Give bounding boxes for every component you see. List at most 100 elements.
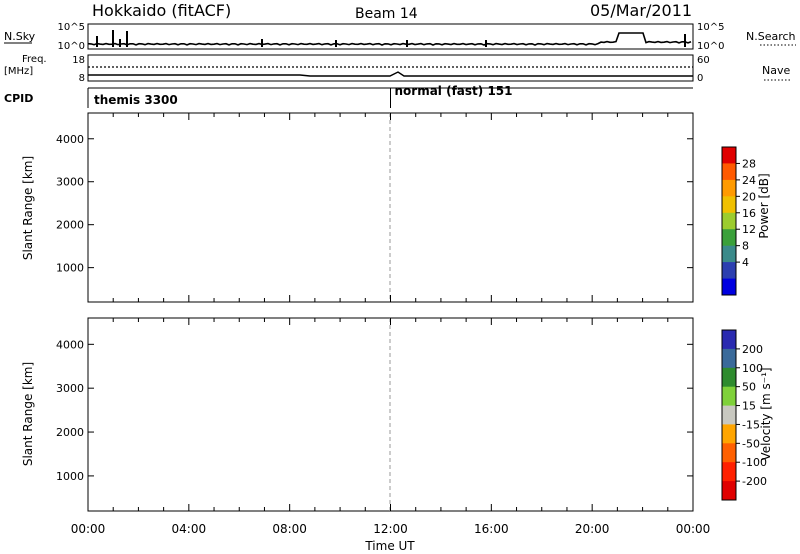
freq-unit: [MHz]	[4, 66, 33, 77]
nsearch-tick-top: 10^5	[697, 22, 724, 33]
colorbar-tick-label: -15	[742, 418, 760, 431]
colorbar-swatch	[722, 179, 736, 197]
velocity-panel: 1000 2000 3000 4000 Slant Range [km] 200 100…	[21, 317, 773, 512]
freq-label: Freq.	[22, 54, 47, 65]
colorbar-tick-label: -200	[742, 475, 767, 488]
colorbar-swatch	[722, 348, 736, 369]
colorbar-tick-label: 200	[742, 343, 763, 356]
y-tick-label: 4000	[56, 338, 84, 351]
nsky-spikes	[96, 30, 686, 47]
colorbar-swatch	[722, 245, 736, 263]
power-panel: 1000 2000 3000 4000 Slant Range [km] 28 24 20…	[21, 112, 771, 303]
date-label: 05/Mar/2011	[590, 1, 692, 20]
colorbar-tick-label: 15	[742, 400, 756, 413]
heatmap-region	[450, 160, 570, 205]
colorbar-tick-label: -100	[742, 456, 767, 469]
colorbar-swatch	[722, 481, 736, 501]
cpid-mode-themis: themis 3300	[94, 93, 178, 107]
colorbar-tick-label: 28	[742, 157, 756, 170]
velocity-ylabel: Slant Range [km]	[21, 362, 35, 466]
colorbar-tick-label: 100	[742, 362, 763, 375]
colorbar-swatch	[722, 443, 736, 463]
heatmap-region	[570, 340, 660, 430]
heatmap-region	[360, 232, 575, 264]
heatmap-region	[90, 495, 160, 508]
heatmap-region	[90, 215, 330, 285]
colorbar-swatch	[722, 424, 736, 444]
freq-trace	[88, 71, 693, 77]
colorbar-tick-label: 50	[742, 381, 756, 394]
nsky-tick-bottom: 10^0	[58, 41, 85, 52]
velocity-colorbar: 200 100 50 15 -15 -50 -100 -200	[721, 329, 767, 501]
y-tick-label: 3000	[56, 176, 84, 189]
power-colorbar-label: Power [dB]	[757, 173, 771, 238]
time-tick-label: 20:00	[575, 522, 610, 536]
heatmap-region	[450, 400, 600, 470]
y-tick-label: 3000	[56, 382, 84, 395]
heatmap-region	[640, 240, 690, 270]
nsearch-tick-bottom: 10^0	[697, 41, 724, 52]
colorbar-tick-label: 20	[742, 190, 756, 203]
heatmap-region	[100, 330, 330, 410]
heatmap-region	[310, 270, 355, 284]
power-heatmap	[90, 125, 690, 290]
nave-label: Nave	[762, 64, 790, 77]
colorbar-swatch	[722, 212, 736, 230]
colorbar-tick-label: 8	[742, 240, 749, 253]
plot-title: Hokkaido (fitACF)	[92, 1, 231, 20]
colorbar-tick-label: 4	[742, 256, 749, 269]
nsearch-label: N.Search	[746, 30, 796, 43]
cpid-mode-normal: normal (fast) 151	[395, 84, 513, 98]
colorbar-swatch	[722, 229, 736, 247]
time-axis-title: Time UT	[364, 539, 415, 553]
heatmap-region	[90, 488, 420, 508]
colorbar-swatch	[722, 386, 736, 407]
cpid-label: CPID	[4, 92, 33, 105]
power-colorbar: 28 24 20 16 12 8 4	[721, 146, 756, 296]
colorbar-swatch	[722, 196, 736, 214]
y-tick-label: 1000	[56, 262, 84, 275]
time-tick-label: 00:00	[676, 522, 711, 536]
heatmap-region	[230, 150, 310, 240]
power-y-ticks: 1000 2000 3000 4000	[56, 133, 693, 275]
colorbar-swatch	[722, 462, 736, 482]
time-tick-label: 00:00	[71, 522, 106, 536]
y-tick-label: 2000	[56, 426, 84, 439]
velocity-y-ticks: 1000 2000 3000 4000	[56, 338, 693, 483]
colorbar-swatch	[722, 278, 736, 296]
heatmap-region	[600, 125, 650, 195]
colorbar-swatch	[722, 367, 736, 388]
colorbar-swatch	[722, 262, 736, 279]
colorbar-swatch	[722, 330, 736, 350]
time-tick-label: 16:00	[474, 522, 509, 536]
velocity-heatmap	[90, 330, 690, 508]
velocity-x-ticks	[87, 318, 694, 511]
colorbar-swatch	[722, 405, 736, 425]
y-tick-label: 4000	[56, 133, 84, 146]
colorbar-tick-label: -50	[742, 437, 760, 450]
nsky-panel: N.Sky 10^5 10^0 10^5 10^0 N.Search	[4, 22, 796, 52]
y-tick-label: 2000	[56, 219, 84, 232]
heatmap-region	[610, 430, 690, 478]
heatmap-region	[450, 250, 595, 275]
heatmap-region	[310, 125, 340, 240]
colorbar-swatch	[722, 163, 736, 181]
freq-panel: Freq. [MHz] 18 8 60 0 Nave	[4, 54, 790, 84]
colorbar-swatch	[722, 147, 736, 164]
time-axis-labels: 00:00 04:00 08:00 12:00 16:00 20:00 00:00	[71, 522, 711, 536]
cpid-panel: CPID themis 3300 normal (fast) 151	[4, 84, 693, 108]
colorbar-tick-label: 24	[742, 174, 756, 187]
nave-tick-top: 60	[697, 55, 710, 66]
freq-tick-bottom: 8	[79, 73, 85, 84]
nsky-trace	[87, 32, 692, 46]
time-tick-label: 08:00	[272, 522, 307, 536]
beam-label: Beam 14	[355, 6, 418, 22]
colorbar-tick-label: 16	[742, 207, 756, 220]
power-ylabel: Slant Range [km]	[21, 156, 35, 260]
heatmap-region	[360, 432, 460, 470]
colorbar-tick-label: 12	[742, 223, 756, 236]
y-tick-label: 1000	[56, 470, 84, 483]
velocity-colorbar-label: Velocity [m s⁻¹]	[759, 367, 773, 460]
